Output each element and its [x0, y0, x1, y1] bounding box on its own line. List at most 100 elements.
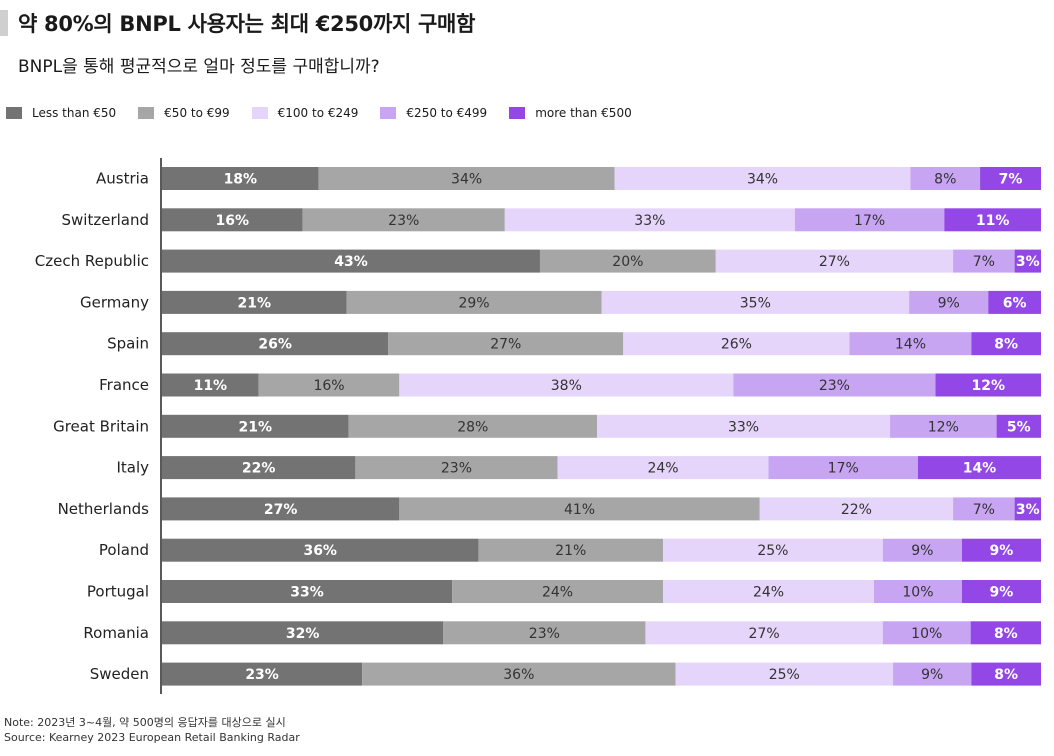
bar-segment: [162, 580, 453, 603]
bar-segment: [663, 538, 883, 562]
data-label: 23%: [388, 213, 419, 229]
data-label: 43%: [334, 254, 368, 270]
data-label: 24%: [753, 585, 784, 601]
bar-segment: [953, 249, 1015, 273]
bar-segment: [935, 373, 1041, 397]
data-label: 14%: [895, 337, 926, 353]
bar-segment: [971, 332, 1041, 356]
data-label: 3%: [1016, 502, 1040, 518]
category-label: Romania: [83, 624, 149, 642]
data-label: 41%: [564, 502, 595, 518]
bar-segment: [882, 538, 962, 562]
bar-segment: [162, 290, 347, 314]
chart-legend: Less than €50 €50 to €99 €100 to €249 €250 …: [6, 106, 654, 120]
data-label: 9%: [911, 543, 933, 559]
data-label: 8%: [934, 172, 956, 188]
bar-segment: [162, 538, 479, 562]
bar-segment: [996, 414, 1041, 438]
category-label: Austria: [96, 170, 149, 188]
bar-segment: [988, 290, 1041, 314]
data-label: 24%: [542, 585, 573, 601]
legend-swatch: [138, 107, 155, 119]
data-label: 23%: [529, 626, 560, 642]
bar-segment: [873, 580, 962, 603]
data-label: 36%: [303, 543, 337, 559]
chart-subtitle: BNPL을 통해 평균적으로 얼마 정도를 구매합니까?: [18, 57, 380, 77]
data-label: 27%: [749, 626, 780, 642]
bar-segment: [623, 332, 850, 356]
bar-segment: [399, 497, 760, 521]
bar-segment: [557, 456, 769, 480]
bar-segment: [980, 167, 1041, 190]
category-label: Sweden: [90, 665, 149, 683]
source-text: Source: Kearney 2023 European Retail Ban…: [4, 731, 300, 744]
legend-label: €50 to €99: [164, 106, 230, 120]
data-label: 32%: [286, 626, 320, 642]
category-label: Germany: [80, 293, 149, 311]
data-label: 17%: [854, 213, 885, 229]
data-label: 38%: [551, 378, 582, 394]
bar-segment: [355, 456, 558, 480]
legend-item: Less than €50: [6, 106, 116, 120]
data-label: 21%: [238, 295, 272, 311]
data-label: 26%: [258, 337, 292, 353]
bar-segment: [162, 249, 540, 273]
bar-segment: [944, 208, 1041, 232]
data-label: 24%: [647, 461, 678, 477]
bar-segment: [399, 373, 734, 397]
data-label: 23%: [819, 378, 850, 394]
category-label: Spain: [107, 335, 149, 353]
data-label: 12%: [928, 419, 959, 435]
bar-segment: [443, 621, 646, 645]
bar-segment: [768, 456, 918, 480]
data-label: 10%: [911, 626, 942, 642]
legend-item: €250 to €499: [380, 106, 487, 120]
legend-item: more than €500: [509, 106, 632, 120]
bar-segment: [917, 456, 1041, 480]
data-label: 14%: [963, 461, 997, 477]
data-label: 27%: [264, 502, 298, 518]
data-label: 26%: [721, 337, 752, 353]
bar-segment: [302, 208, 505, 232]
bar-segment: [162, 208, 303, 232]
legend-swatch: [6, 107, 22, 119]
data-label: 25%: [757, 543, 788, 559]
bar-segment: [318, 167, 615, 190]
data-label: 3%: [1016, 254, 1040, 270]
footnote: Note: 2023년 3~4월, 약 500명의 응답자를 대상으로 실시 S…: [4, 715, 300, 745]
data-label: 18%: [224, 172, 258, 188]
legend-item: €100 to €249: [251, 106, 359, 120]
bar-segment: [675, 662, 894, 686]
data-label: 23%: [441, 461, 472, 477]
bar-segment: [961, 580, 1041, 603]
bar-segment: [162, 332, 389, 356]
bar-segment: [504, 208, 795, 232]
data-label: 25%: [769, 667, 800, 683]
data-label: 7%: [973, 502, 995, 518]
data-label: 29%: [458, 295, 489, 311]
data-label: 8%: [994, 626, 1018, 642]
data-label: 23%: [245, 667, 279, 683]
legend-label: €100 to €249: [277, 106, 359, 120]
data-label: 16%: [313, 378, 344, 394]
category-label: Switzerland: [62, 211, 150, 229]
bar-segment: [733, 373, 936, 397]
data-label: 33%: [634, 213, 665, 229]
title-accent-bar: [0, 10, 8, 36]
legend-swatch: [380, 107, 397, 119]
bar-segment: [910, 167, 981, 190]
bar-segment: [162, 497, 400, 521]
data-label: 22%: [841, 502, 872, 518]
data-label: 9%: [990, 585, 1014, 601]
bar-segment: [909, 290, 989, 314]
bar-segment: [539, 249, 716, 273]
category-label: France: [99, 376, 149, 394]
data-label: 17%: [828, 461, 859, 477]
data-label: 6%: [1003, 295, 1027, 311]
bar-segment: [715, 249, 954, 273]
data-label: 33%: [290, 585, 324, 601]
category-label: Italy: [116, 459, 149, 477]
category-label: Czech Republic: [35, 252, 149, 270]
bar-segment: [794, 208, 945, 232]
legend-swatch: [509, 107, 526, 119]
